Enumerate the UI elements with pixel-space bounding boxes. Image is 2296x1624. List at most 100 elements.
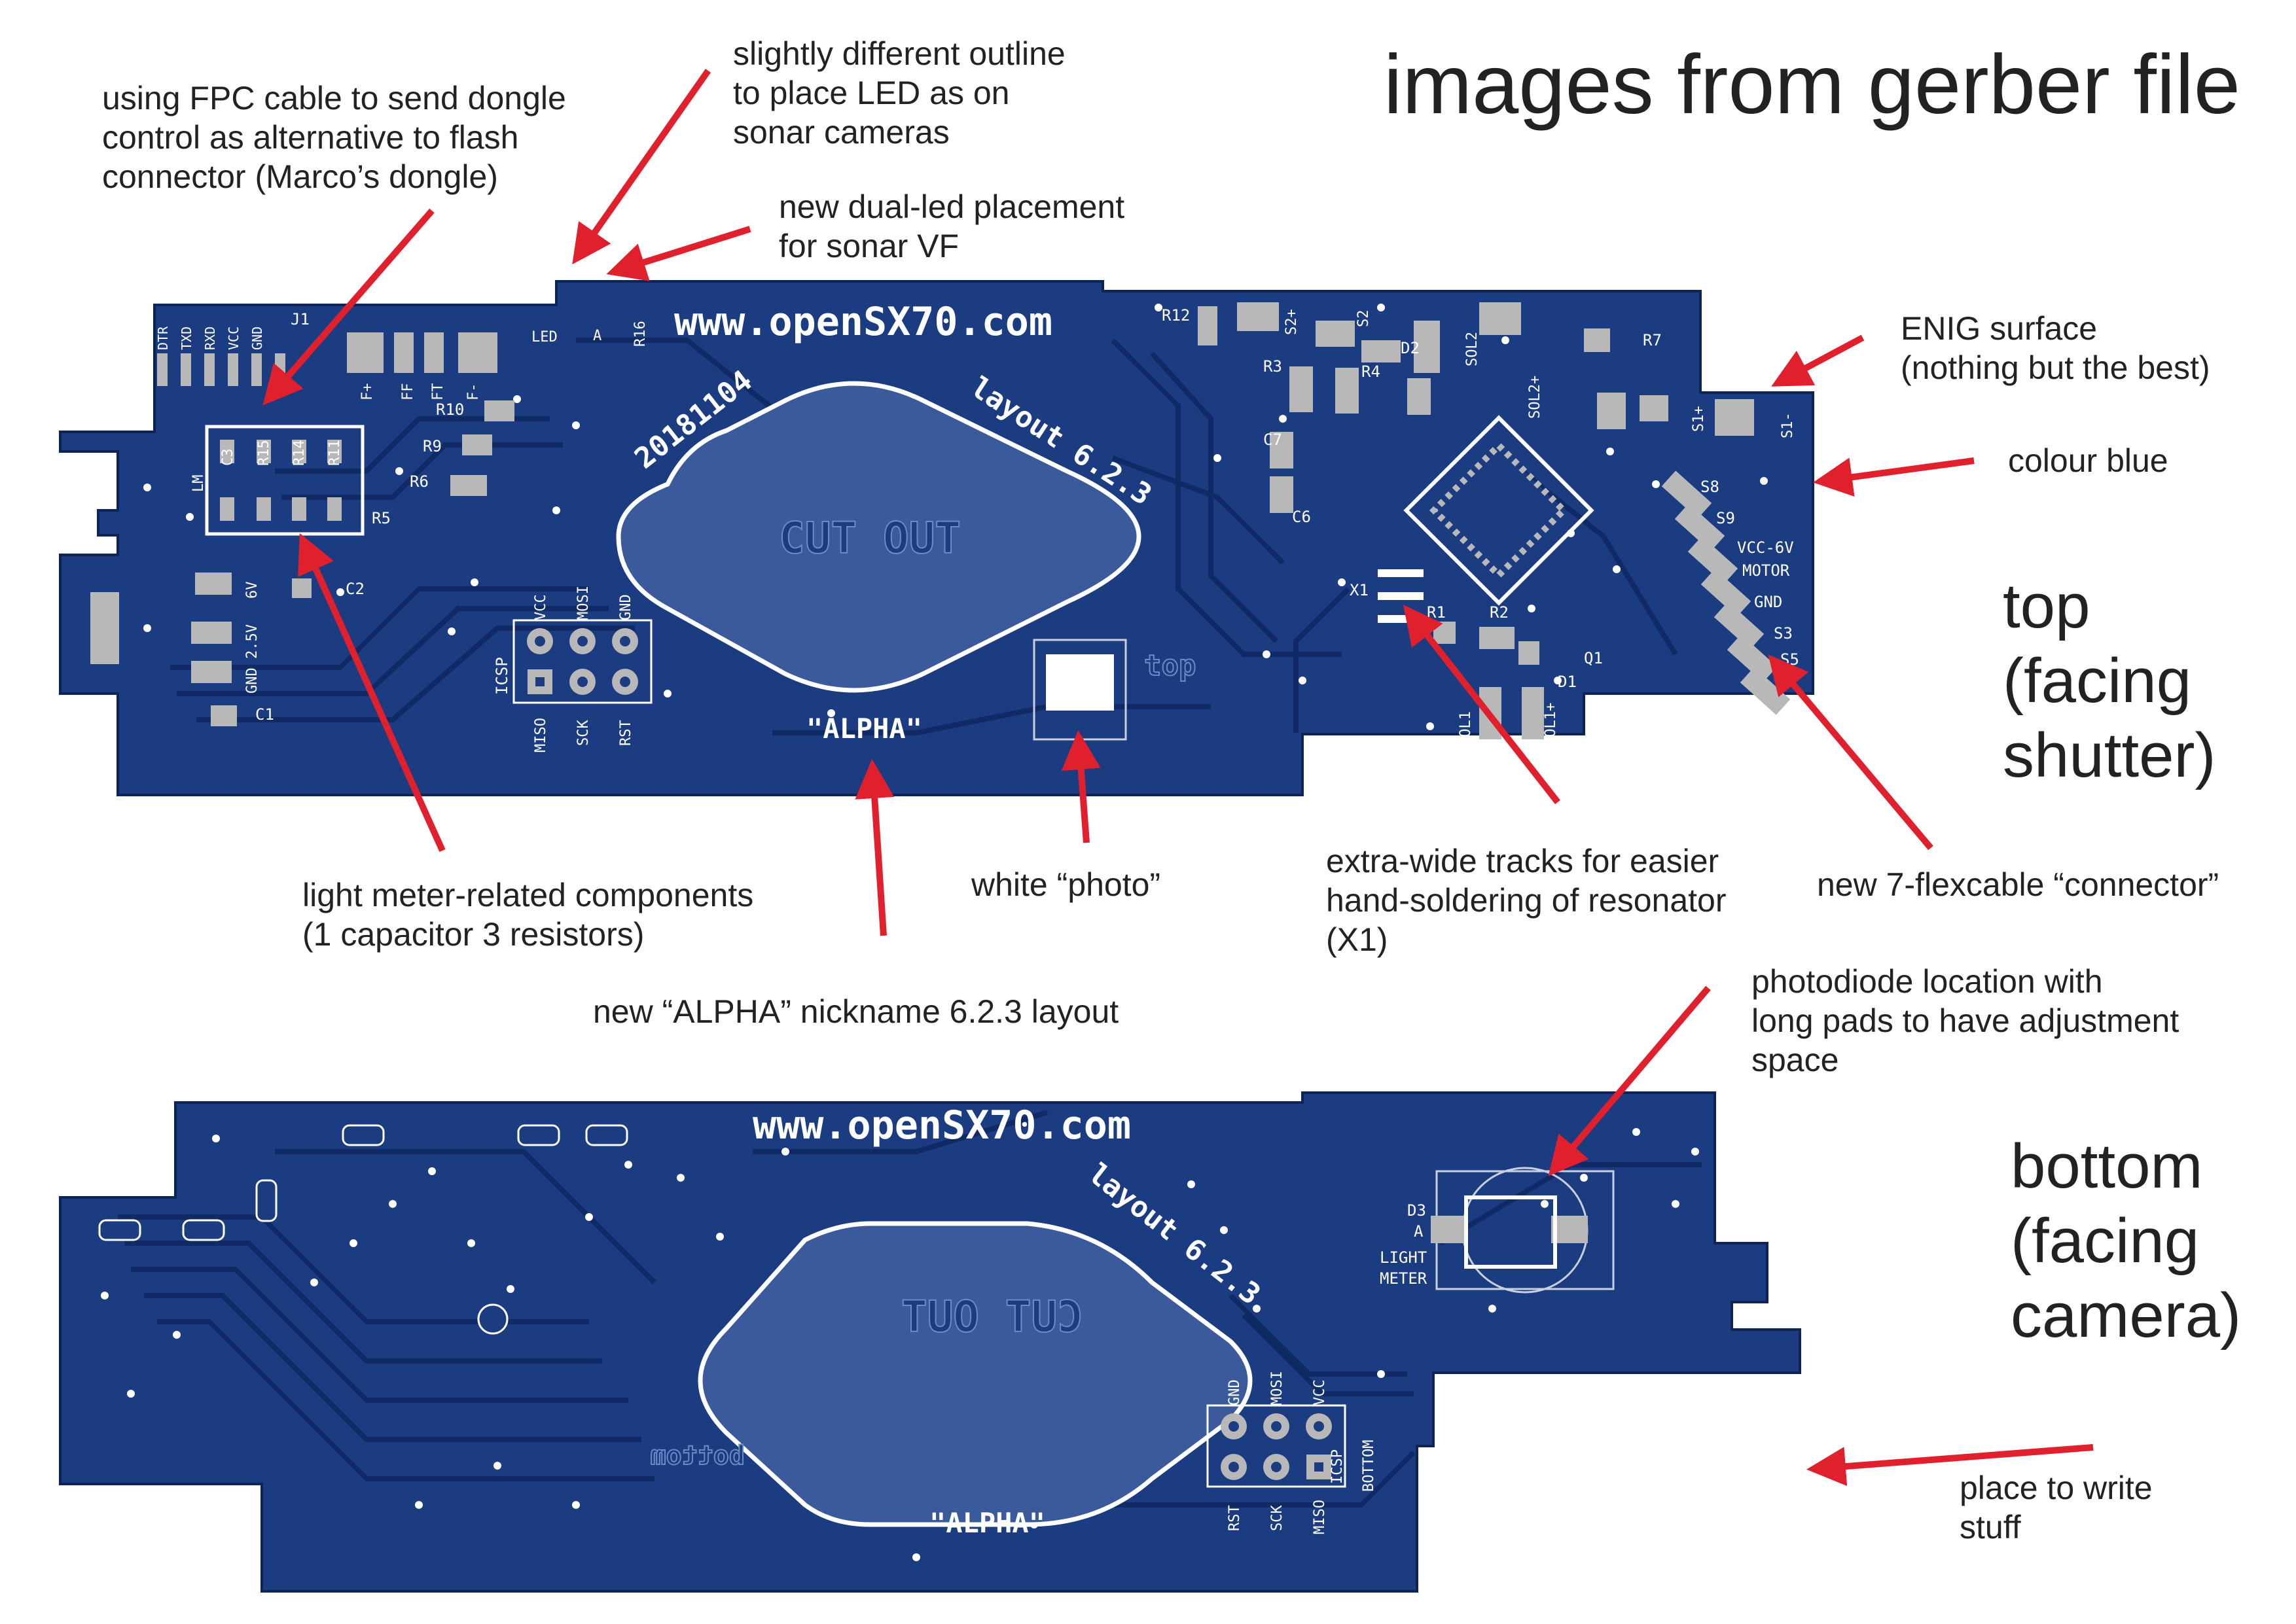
light-meter-line-2: METER xyxy=(1380,1269,1427,1288)
label-ft: FT xyxy=(430,383,446,401)
arrow-fpc xyxy=(262,208,435,406)
annotation-light-meter: light meter-related components (1 capaci… xyxy=(302,877,754,953)
arrow-flexcable xyxy=(1768,654,1933,851)
arrow-tracks xyxy=(1403,605,1560,805)
label-s2: S2 xyxy=(1355,310,1372,328)
label-r4: R4 xyxy=(1361,362,1380,381)
label-d2: D2 xyxy=(1401,339,1420,357)
label-r10: R10 xyxy=(436,400,464,419)
bottom-side-caption: bottom (facing camera) xyxy=(2011,1131,2242,1350)
label-d3-a: A xyxy=(1414,1222,1424,1241)
label-vcc6v: VCC-6V xyxy=(1737,538,1794,557)
bottom-side-label: bottom xyxy=(651,1441,745,1471)
annotation-enig: ENIG surface (nothing but the best) xyxy=(1901,310,2210,386)
arrow-photodiode xyxy=(1548,985,1711,1176)
bottom-icsp-sub: BOTTOM xyxy=(1361,1440,1377,1492)
flexcable-connector xyxy=(1661,470,1791,715)
bottom-vias xyxy=(101,1128,1699,1561)
label-sol1plus: SOL1+ xyxy=(1543,703,1559,746)
top-cutout-shape xyxy=(616,381,1141,693)
serial-header xyxy=(157,353,285,386)
label-ff: FF xyxy=(400,383,416,401)
label-f-plus: F+ xyxy=(359,383,376,401)
annotation-write: place to write stuff xyxy=(1960,1470,2153,1545)
bottom-icsp-vcc: VCC xyxy=(1312,1379,1328,1405)
bottom-icsp-label: ICSP xyxy=(1329,1449,1346,1484)
top-icsp-header xyxy=(512,619,653,704)
label-r11: R11 xyxy=(327,440,343,466)
label-r14: R14 xyxy=(291,440,308,466)
bottom-icsp-miso: MISO xyxy=(1312,1500,1328,1534)
icsp-gnd: GND xyxy=(618,594,634,620)
label-s1minus: S1- xyxy=(1780,412,1796,438)
label-f-minus: F- xyxy=(465,383,482,401)
icsp-miso: MISO xyxy=(533,718,549,752)
icsp-rst: RST xyxy=(618,720,634,746)
arrow-alpha xyxy=(855,759,895,936)
white-photo xyxy=(1046,654,1114,711)
label-r6: R6 xyxy=(410,472,429,491)
label-light-meter: LIGHT METER xyxy=(1380,1248,1437,1288)
label-j1: J1 xyxy=(291,310,310,328)
annotation-alpha: new “ALPHA” nickname 6.2.3 layout xyxy=(593,993,1119,1030)
label-c2: C2 xyxy=(346,580,365,598)
label-s2plus: S2+ xyxy=(1283,309,1300,335)
bottom-cutout-label: CUT OUT xyxy=(901,1292,1083,1342)
label-r16: R16 xyxy=(632,321,649,347)
label-r7: R7 xyxy=(1643,331,1662,349)
annotation-photodiode: photodiode location with long pads to ha… xyxy=(1751,963,2179,1078)
label-s3: S3 xyxy=(1774,624,1793,643)
label-r2: R2 xyxy=(1490,603,1509,622)
bottom-url: www.openSX70.com xyxy=(753,1103,1131,1148)
label-c3: C3 xyxy=(220,449,236,467)
label-c1: C1 xyxy=(255,705,274,724)
arrow-write xyxy=(1806,1444,2094,1487)
top-side-label: top xyxy=(1144,649,1196,682)
bottom-icsp-mosi: MOSI xyxy=(1269,1371,1285,1405)
bottom-pads xyxy=(98,1124,628,1335)
arrow-colour xyxy=(1813,457,1975,497)
label-r5: R5 xyxy=(372,509,391,527)
label-c6: C6 xyxy=(1292,508,1311,526)
annotation-dual-led: new dual-led placement for sonar VF xyxy=(779,188,1125,264)
label-s9: S9 xyxy=(1716,509,1735,527)
label-c7: C7 xyxy=(1263,431,1282,449)
top-cutout-label: CUT OUT xyxy=(779,513,961,563)
label-sol2plus: SOL2+ xyxy=(1527,376,1543,419)
label-a: A xyxy=(593,328,601,344)
top-url: www.openSX70.com xyxy=(674,299,1052,345)
light-meter-box xyxy=(205,425,365,536)
annotation-tracks: extra-wide tracks for easier hand-solder… xyxy=(1326,843,1727,958)
serial-dtr: DTR xyxy=(155,326,171,350)
arrow-photo xyxy=(1061,730,1101,843)
icsp-sck: SCK xyxy=(575,720,592,746)
label-r3: R3 xyxy=(1263,357,1282,376)
bottom-nickname: "ALPHA" xyxy=(929,1507,1045,1539)
annotation-fpc: using FPC cable to send dongle control a… xyxy=(102,80,566,195)
icsp-mosi: MOSI xyxy=(575,586,592,620)
label-q1: Q1 xyxy=(1584,649,1603,667)
arrow-dual-led xyxy=(606,226,751,281)
serial-rxd: RXD xyxy=(202,327,218,350)
label-gnd: GND xyxy=(1754,593,1782,611)
arrow-outline xyxy=(572,69,711,265)
label-r1: R1 xyxy=(1427,603,1446,622)
bottom-icsp-header xyxy=(1206,1404,1346,1488)
label-x1: X1 xyxy=(1350,581,1369,599)
label-led: LED xyxy=(531,329,558,345)
bottom-icsp-sck: SCK xyxy=(1269,1505,1285,1531)
label-sol1: SOL1 xyxy=(1458,711,1474,746)
label-sol2: SOL2 xyxy=(1464,332,1480,366)
photodiode-footprint xyxy=(1431,1167,1615,1294)
top-side-caption: top (facing shutter) xyxy=(2003,571,2216,790)
top-pads xyxy=(191,302,1754,739)
label-lm: LM xyxy=(190,475,207,493)
label-motor: MOTOR xyxy=(1742,561,1790,580)
label-d3: D3 xyxy=(1407,1201,1426,1220)
page-title: images from gerber file xyxy=(1384,38,2240,132)
serial-gnd: GND xyxy=(249,327,265,350)
bottom-icsp-rst: RST xyxy=(1227,1505,1243,1531)
label-r15: R15 xyxy=(256,440,272,466)
label-s1plus: S1+ xyxy=(1691,406,1707,432)
